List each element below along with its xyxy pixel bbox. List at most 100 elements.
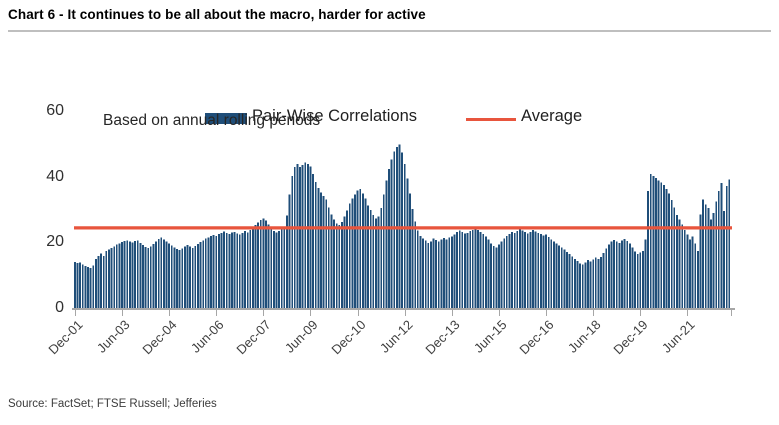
bar [518, 229, 521, 308]
bar [532, 230, 534, 308]
bar [676, 214, 678, 308]
x-axis-tick [357, 310, 359, 316]
bar [283, 227, 286, 308]
bar [579, 263, 582, 308]
bar [715, 201, 718, 308]
bar [555, 243, 558, 308]
bar [189, 246, 191, 308]
bar [139, 242, 142, 308]
bar [388, 169, 390, 308]
bar [359, 189, 362, 308]
bar [254, 224, 257, 308]
bar [262, 218, 265, 308]
bar [356, 190, 359, 308]
bar [364, 198, 367, 308]
bar [74, 262, 76, 308]
bar [547, 236, 550, 308]
bar [236, 233, 239, 308]
bar [553, 241, 555, 308]
bar [249, 229, 252, 308]
bar [354, 194, 356, 308]
bar [613, 240, 616, 308]
bar [539, 234, 542, 308]
bar [231, 232, 233, 308]
bar [288, 194, 291, 308]
bar [170, 245, 173, 308]
bar [204, 238, 207, 308]
x-axis-tick [310, 310, 312, 316]
bar [581, 264, 584, 308]
bar [573, 258, 576, 308]
bar [618, 242, 621, 308]
bar [160, 237, 163, 308]
bar [445, 239, 448, 308]
bar [600, 256, 602, 308]
bar [484, 236, 487, 308]
x-axis-tick [216, 310, 218, 316]
bar [212, 234, 215, 308]
bar [526, 233, 529, 308]
bar [375, 218, 377, 308]
bar [147, 248, 150, 308]
bar [710, 219, 712, 308]
bar [500, 241, 503, 308]
bar [443, 238, 445, 308]
bar [330, 214, 333, 308]
bar [163, 239, 165, 308]
bar [327, 207, 330, 308]
bar [76, 263, 79, 308]
bar [398, 144, 401, 308]
bar [176, 248, 178, 308]
bar [668, 193, 671, 308]
bar [304, 162, 307, 308]
bar [259, 220, 262, 308]
bar [610, 241, 613, 308]
bar [545, 234, 547, 308]
bar [639, 252, 642, 308]
bar [126, 240, 129, 308]
bar [534, 231, 537, 308]
bar [435, 240, 438, 308]
x-axis-tick [731, 310, 732, 316]
bar [367, 205, 369, 308]
bar [560, 247, 563, 308]
bar [717, 191, 720, 308]
bar [571, 256, 574, 308]
bar [450, 236, 453, 308]
bar [241, 232, 244, 308]
bar [343, 216, 346, 308]
chart-annotation: Based on annual rolling periods [103, 112, 321, 129]
bar [325, 199, 328, 308]
bar [299, 167, 301, 308]
bar [681, 224, 684, 308]
bar [498, 244, 500, 308]
bar [458, 230, 461, 308]
bar [411, 208, 414, 308]
bar [594, 257, 597, 308]
y-axis-label: 0 [55, 299, 64, 316]
bar [280, 229, 283, 308]
x-axis-tick [263, 310, 265, 316]
bar [340, 221, 343, 308]
legend: Pair-Wise Correlations Average [0, 52, 779, 125]
bar [338, 224, 341, 308]
bar [215, 235, 218, 308]
bar [191, 247, 194, 308]
bar [217, 234, 220, 308]
bar [657, 180, 660, 308]
bar [121, 242, 123, 308]
bar [265, 220, 267, 308]
x-axis-tick [687, 310, 689, 316]
bar [694, 243, 697, 308]
bar [427, 242, 430, 308]
bar [642, 250, 644, 308]
bar [296, 164, 299, 308]
bar [317, 187, 320, 308]
bar [422, 238, 424, 308]
bar [406, 178, 409, 308]
bar [81, 264, 84, 308]
x-axis-tick [122, 310, 124, 316]
bar [348, 203, 351, 308]
bar [631, 247, 634, 308]
bar [589, 261, 592, 308]
